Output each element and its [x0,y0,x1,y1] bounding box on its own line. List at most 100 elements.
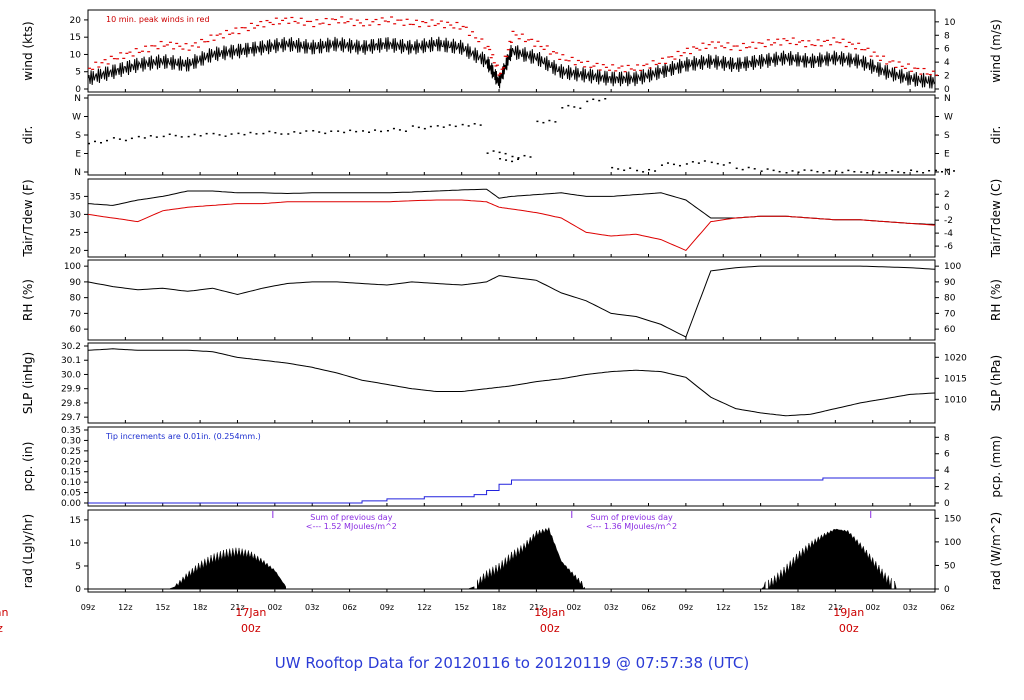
dir-point [548,119,551,122]
dir-point [349,129,352,132]
dir-point [760,170,763,172]
dir-point [847,169,850,172]
dir-point [155,136,158,138]
panel-rad-ytick-right-label: 0 [944,585,950,595]
panel-rad-ytick-right-label: 100 [944,538,961,548]
dir-point [766,168,769,170]
dir-point [404,130,407,132]
dir-point [212,132,215,135]
panel-temp-series-1 [87,199,936,252]
chart-title: UW Rooftop Data for 20120116 to 20120119… [275,654,749,672]
dir-point [305,130,308,132]
panel-pcp-ytick-right-label: 4 [944,466,950,476]
panel-rad-ylabel-right: rad (W/m^2) [989,512,1003,590]
dir-point [903,172,906,174]
dir-point [935,169,937,172]
panel-pcp-ytick-right-label: 0 [944,499,950,509]
x-hour-label: 15z [454,603,468,612]
dir-point [112,137,115,139]
dir-point [374,129,377,131]
day-marker-date: 18Jan [534,606,565,619]
rad-area-3 [761,581,766,590]
dir-point [143,137,146,139]
panel-rh-ytick-label: 60 [70,325,82,335]
dir-point [237,132,240,135]
rad-area-5 [894,581,897,590]
panel-slp-ylabel-right: SLP (hPa) [989,355,1003,411]
dir-point [710,161,713,164]
panel-pcp-ytick-label: 0.15 [61,468,81,478]
dir-point [230,133,233,135]
panel-temp-ytick-right-label: -6 [944,242,953,252]
dir-point [722,164,725,166]
x-hour-label: 06z [342,603,356,612]
dir-point [604,98,607,100]
dir-point [797,171,800,173]
dir-point [611,166,614,169]
dir-point [205,132,208,135]
rad-annotation: <--- 1.36 MJoules/m^2 [586,522,677,531]
dir-point [916,170,919,173]
x-hour-label: 03z [305,603,319,612]
panel-rh-ytick-label: 80 [70,294,82,304]
day-marker-date: 17Jan [235,606,266,619]
dir-point [511,160,514,163]
dir-point [910,169,913,171]
panel-dir-ylabel-right: dir. [989,126,1003,145]
panel-rh-series-0 [87,265,936,338]
x-hour-label: 03z [903,603,917,612]
dir-point [691,161,694,163]
dir-point [429,125,432,128]
dir-point [703,160,706,162]
panel-slp-series-0 [87,348,936,417]
dir-point [629,167,632,169]
panel-rad-ytick-right-label: 150 [944,514,961,524]
panel-rad-ytick-right-label: 50 [944,561,956,571]
panel-pcp-ytick-label: 0.05 [61,489,81,499]
dir-point [941,171,943,173]
dir-point [343,131,346,134]
dir-point [392,127,395,130]
dir-point [666,162,669,164]
dir-point [180,136,183,138]
panel-dir-ytick-label: N [74,94,81,104]
panel-wind-ytick-label: 5 [75,68,81,78]
dir-point [853,170,856,173]
panel-pcp-ytick-label: 0.25 [61,447,81,457]
panel-temp-ytick-right-label: 0 [944,203,950,213]
dir-point [423,127,426,130]
dir-point [149,135,152,137]
dir-point [816,170,819,173]
dir-point [124,139,127,142]
dir-point [716,162,719,165]
panel-temp-frame [87,178,936,258]
dir-point [579,107,582,110]
dir-point [442,126,445,128]
dir-point [274,131,277,134]
panel-wind-ytick-right-label: 6 [944,45,950,55]
x-hour-label: 06z [940,603,954,612]
dir-point [318,131,321,133]
dir-point [467,125,470,127]
panel-rad-ytick-label: 15 [70,516,81,526]
panel-wind-ytick-label: 15 [70,33,81,43]
dir-point [88,142,90,145]
panel-pcp-note: Tip increments are 0.01in. (0.254mm.) [105,432,261,441]
x-hour-label: 09z [679,603,693,612]
panel-rad-frame [87,509,936,593]
dir-point [791,170,794,172]
dir-point [436,125,439,127]
panel-rh-ytick-right-label: 80 [944,294,956,304]
panel-dir-ytick-right-label: W [944,113,953,123]
day-marker-time: 00z [241,622,261,635]
panel-dir-ytick-right-label: N [944,94,951,104]
x-hour-label: 21z [529,603,543,612]
panel-dir-ytick-right-label: S [944,131,950,141]
x-hour-label: 06z [641,603,655,612]
panel-slp-ytick-right-label: 1010 [944,395,967,405]
dir-point [617,168,620,170]
panel-rh-frame [87,259,936,341]
panel-pcp-frame [87,426,936,507]
panel-rh-ytick-label: 70 [70,309,82,319]
dir-point [536,120,539,123]
